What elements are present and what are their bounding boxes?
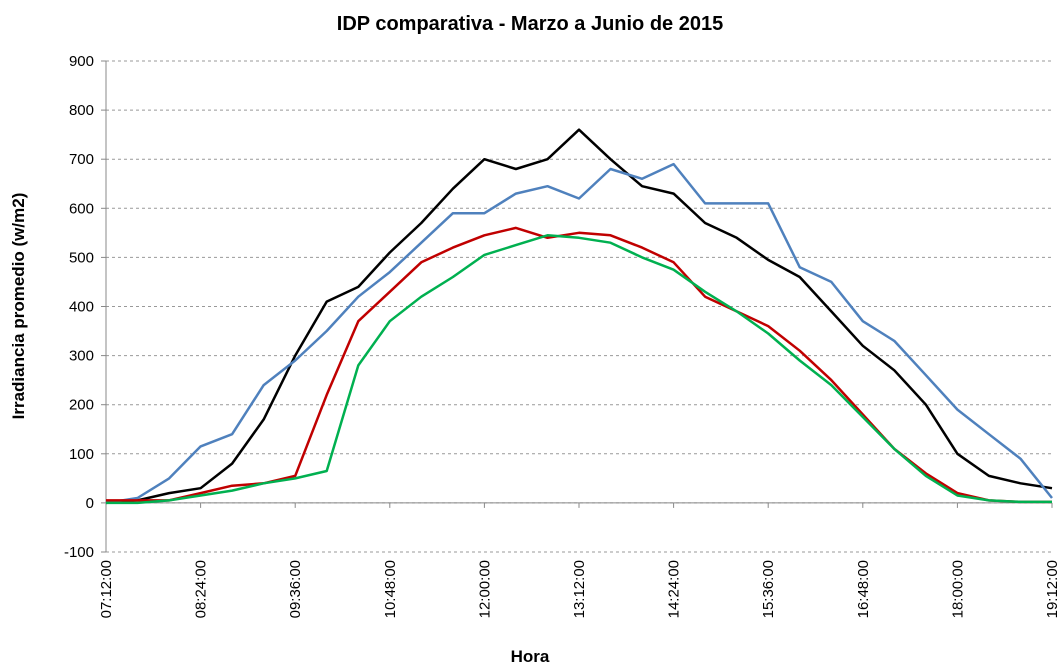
y-tick-label: 400: [69, 299, 94, 316]
x-tick-label: 09:36:00: [287, 560, 304, 618]
y-tick-label: -100: [64, 544, 94, 561]
series-line: [106, 234, 1052, 505]
x-tick-label: 12:00:00: [476, 560, 493, 618]
x-tick-label: 19:12:00: [1044, 560, 1061, 618]
x-tick-label: 16:48:00: [855, 560, 872, 618]
x-axis-label: Hora: [511, 647, 550, 666]
y-tick-label: 0: [86, 495, 94, 512]
y-tick-label: 600: [69, 200, 94, 217]
x-tick-label: 14:24:00: [666, 560, 683, 618]
y-tick-label: 900: [69, 53, 94, 70]
chart-title: IDP comparativa - Marzo a Junio de 2015: [337, 13, 723, 35]
series-line: [105, 128, 1053, 505]
y-tick-label: 200: [69, 397, 94, 414]
y-tick-label: 100: [69, 446, 94, 463]
y-tick-label: 500: [69, 249, 94, 266]
x-tick-label: 13:12:00: [571, 560, 588, 618]
y-tick-label: 800: [69, 102, 94, 119]
y-tick-label: 700: [69, 151, 94, 168]
x-tick-label: 15:36:00: [760, 560, 777, 618]
x-tick-label: 08:24:00: [193, 560, 210, 618]
y-axis-label: Irradiancia promedio (w/m2): [9, 193, 28, 420]
x-tick-label: 10:48:00: [382, 560, 399, 618]
y-tick-label: 300: [69, 348, 94, 365]
series-line: [105, 162, 1053, 505]
x-tick-label: 07:12:00: [98, 560, 115, 618]
x-tick-label: 18:00:00: [949, 560, 966, 618]
